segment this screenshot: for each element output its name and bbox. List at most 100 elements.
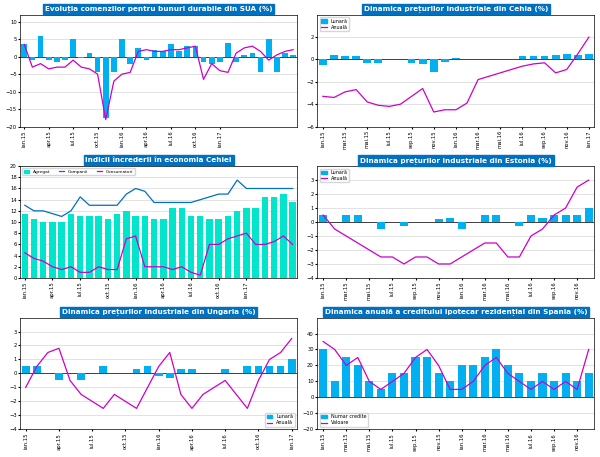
Bar (266, 39, 272, 57)
Bar (193, 46, 198, 57)
Bar (342, 357, 350, 398)
Bar (412, 357, 419, 398)
Bar (330, 55, 338, 59)
Bar (243, 208, 250, 278)
Legend: Numar credite, Valoare: Numar credite, Valoare (320, 413, 368, 427)
Bar (225, 43, 231, 57)
Bar (221, 369, 229, 373)
Bar (407, 59, 415, 63)
Bar (55, 373, 63, 380)
Bar (127, 57, 133, 64)
Bar (155, 373, 163, 376)
Bar (160, 51, 166, 57)
Bar (538, 218, 547, 222)
Title: Dinamica prețurilor industriale din Cehia (%): Dinamica prețurilor industriale din Cehi… (364, 5, 548, 12)
Bar (79, 57, 84, 58)
Bar (179, 208, 185, 278)
Bar (441, 59, 449, 62)
Bar (77, 373, 85, 380)
Bar (527, 382, 535, 398)
Bar (54, 57, 59, 62)
Bar (114, 214, 121, 278)
Bar (563, 54, 571, 59)
Title: Evoluția comenzilor pentru bunuri durabile din SUA (%): Evoluția comenzilor pentru bunuri durabi… (45, 5, 272, 12)
Legend: Lunară, Anuală: Lunară, Anuală (320, 169, 349, 182)
Bar (95, 57, 100, 72)
Bar (133, 217, 139, 278)
Bar (277, 367, 284, 373)
Bar (585, 54, 593, 59)
Bar (552, 55, 560, 59)
Bar (111, 57, 117, 72)
Bar (86, 53, 92, 57)
Bar (254, 367, 262, 373)
Bar (573, 215, 581, 222)
Bar (365, 382, 373, 398)
Bar (22, 44, 27, 57)
Bar (123, 211, 130, 278)
Bar (40, 222, 46, 278)
Bar (176, 51, 182, 57)
Bar (274, 57, 280, 72)
Bar (518, 56, 526, 59)
Bar (331, 382, 339, 398)
Bar (168, 44, 174, 57)
Bar (119, 39, 125, 57)
Bar (288, 360, 296, 373)
Bar (257, 57, 263, 72)
Bar (573, 382, 581, 398)
Legend: Agregat, Companii, Consumatori: Agregat, Companii, Consumatori (22, 168, 135, 175)
Bar (584, 208, 593, 222)
Bar (250, 53, 255, 57)
Bar (354, 366, 362, 398)
Bar (419, 59, 427, 64)
Bar (49, 222, 56, 278)
Bar (280, 194, 287, 278)
Bar (33, 367, 41, 373)
Bar (184, 46, 190, 57)
Bar (215, 219, 222, 278)
Bar (446, 382, 454, 398)
Bar (188, 369, 196, 373)
Bar (530, 56, 538, 59)
Bar (95, 217, 102, 278)
Bar (481, 357, 489, 398)
Title: Dinamica anuală a creditului ipotecar rezidențial din Spania (%): Dinamica anuală a creditului ipotecar re… (325, 308, 587, 315)
Bar (262, 197, 268, 278)
Bar (430, 59, 437, 72)
Bar (289, 202, 296, 278)
Bar (136, 48, 141, 57)
Bar (504, 366, 512, 398)
Title: Dinamica prețurilor industriale din Ungaria (%): Dinamica prețurilor industriale din Unga… (62, 308, 256, 315)
Bar (388, 373, 397, 398)
Bar (319, 215, 327, 222)
Bar (62, 57, 68, 60)
Bar (364, 59, 371, 63)
Bar (400, 222, 408, 226)
Bar (104, 219, 111, 278)
Bar (177, 369, 185, 373)
Bar (143, 57, 149, 60)
Bar (541, 56, 548, 59)
Bar (77, 217, 83, 278)
Bar (22, 367, 29, 373)
Bar (209, 57, 215, 64)
Bar (166, 373, 173, 377)
Bar (574, 55, 581, 59)
Bar (144, 367, 151, 373)
Bar (46, 57, 52, 60)
Bar (160, 219, 167, 278)
Bar (271, 197, 277, 278)
Bar (225, 217, 231, 278)
Bar (423, 357, 431, 398)
Bar (234, 211, 241, 278)
Title: Dinamica prețurilor industriale din Estonia (%): Dinamica prețurilor industriale din Esto… (360, 157, 552, 164)
Bar (142, 217, 148, 278)
Bar (481, 215, 489, 222)
Bar (319, 350, 327, 398)
Bar (133, 369, 140, 373)
Bar (152, 50, 157, 57)
Bar (538, 373, 547, 398)
Bar (434, 373, 443, 398)
Bar (352, 56, 360, 59)
